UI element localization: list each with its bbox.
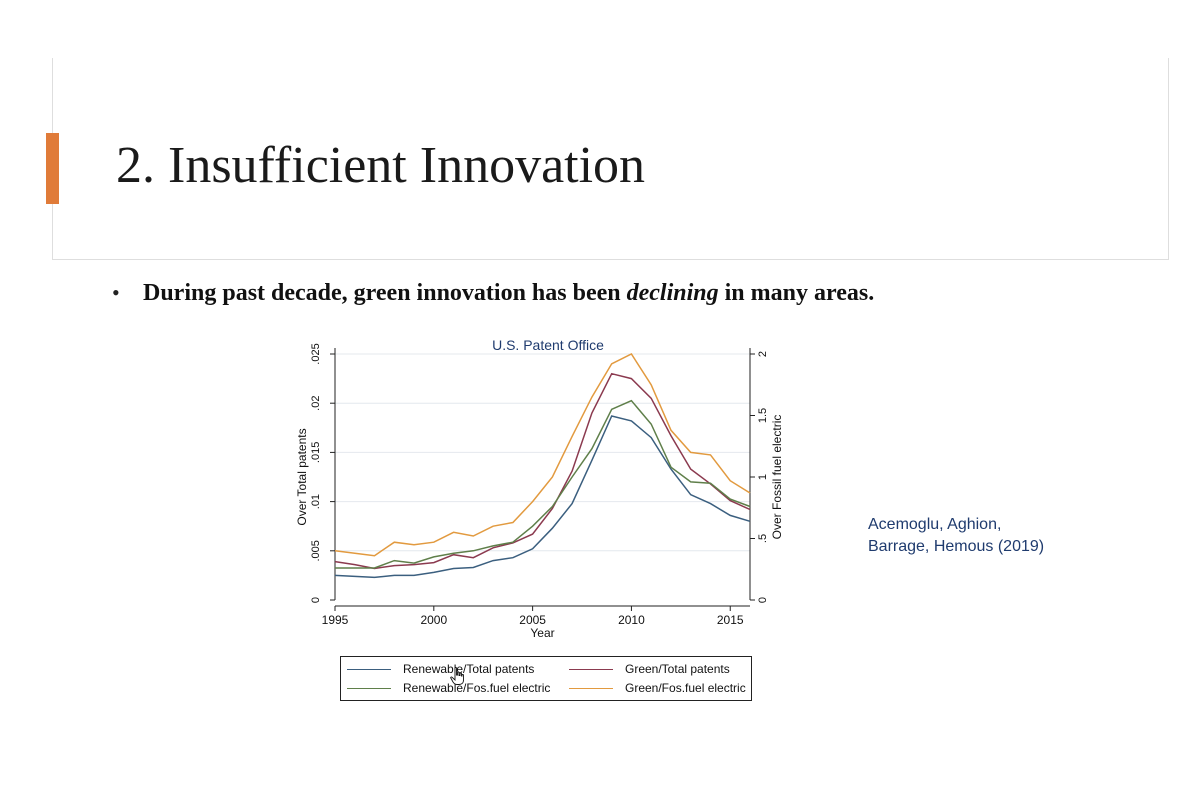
bullet-text-emphasis: declining xyxy=(626,280,719,306)
legend-item-green-total: Green/Total patents xyxy=(569,662,730,676)
citation-line-1: Acemoglu, Aghion, xyxy=(868,516,1002,533)
x-tick-label: 2010 xyxy=(618,613,645,627)
patent-line-chart: 0 .005 .01 .015 .02 .025 0 .5 1 1.5 2 1995 2000 2005 2… xyxy=(295,337,784,640)
y-left-axis-title: Over Total patents xyxy=(295,428,309,525)
legend-swatch-green-fossil xyxy=(569,687,613,689)
y-right-tick-label: 0 xyxy=(757,597,769,603)
legend-swatch-renewable-total xyxy=(347,668,391,670)
y-right-tick-label: 2 xyxy=(757,351,769,357)
title-accent-bar xyxy=(46,133,59,204)
series-line-3 xyxy=(334,353,751,557)
title-panel xyxy=(52,58,1169,260)
y-left-tick-label: .01 xyxy=(310,494,322,509)
legend-swatch-green-total xyxy=(569,668,613,670)
legend-label-renewable-fossil: Renewable/Fos.fuel electric xyxy=(403,681,551,695)
x-tick-label: 2000 xyxy=(420,613,447,627)
legend-swatch-renewable-fossil xyxy=(347,687,391,689)
x-tick-label: 2015 xyxy=(717,613,744,627)
slide-title: 2. Insufficient Innovation xyxy=(116,137,646,194)
legend-label-green-total: Green/Total patents xyxy=(625,662,730,676)
series-line-2 xyxy=(335,399,751,569)
legend-label-renewable-total: Renewable/Total patents xyxy=(403,662,535,676)
legend-item-renewable-total: Renewable/Total patents xyxy=(347,662,534,676)
y-right-tick-label: 1.5 xyxy=(757,408,769,423)
y-right-tick-label: .5 xyxy=(757,534,769,543)
y-left-tick-label: .02 xyxy=(310,396,322,411)
x-tick-label: 1995 xyxy=(322,613,349,627)
chart-title: U.S. Patent Office xyxy=(492,337,604,353)
bullet-text-end: in many areas. xyxy=(718,280,875,306)
series-line-0 xyxy=(334,415,751,579)
y-left-tick-label: .005 xyxy=(310,540,322,561)
bullet-text-start: During past decade, green innovation has… xyxy=(143,280,627,306)
citation: Acemoglu, Aghion, Barrage, Hemous (2019) xyxy=(868,514,1068,558)
bullet-marker: • xyxy=(112,280,120,305)
chart-legend: Renewable/Total patents Green/Total pate… xyxy=(340,656,752,701)
legend-item-renewable-fossil: Renewable/Fos.fuel electric xyxy=(347,681,550,695)
citation-line-2: Barrage, Hemous (2019) xyxy=(868,538,1045,555)
legend-item-green-fossil: Green/Fos.fuel electric xyxy=(569,681,746,695)
y-left-tick-label: 0 xyxy=(310,597,322,603)
series-line-1 xyxy=(334,372,751,570)
legend-label-green-fossil: Green/Fos.fuel electric xyxy=(625,681,746,695)
x-axis-title: Year xyxy=(530,626,554,640)
y-right-axis-title: Over Fossil fuel electric xyxy=(770,415,784,540)
y-right-tick-label: 1 xyxy=(757,474,769,480)
y-left-tick-label: .015 xyxy=(310,442,322,463)
y-left-tick-label: .025 xyxy=(310,343,322,364)
hand-cursor-icon xyxy=(450,667,464,685)
bullet-text: During past decade, green innovation has… xyxy=(143,280,874,307)
x-tick-label: 2005 xyxy=(519,613,546,627)
